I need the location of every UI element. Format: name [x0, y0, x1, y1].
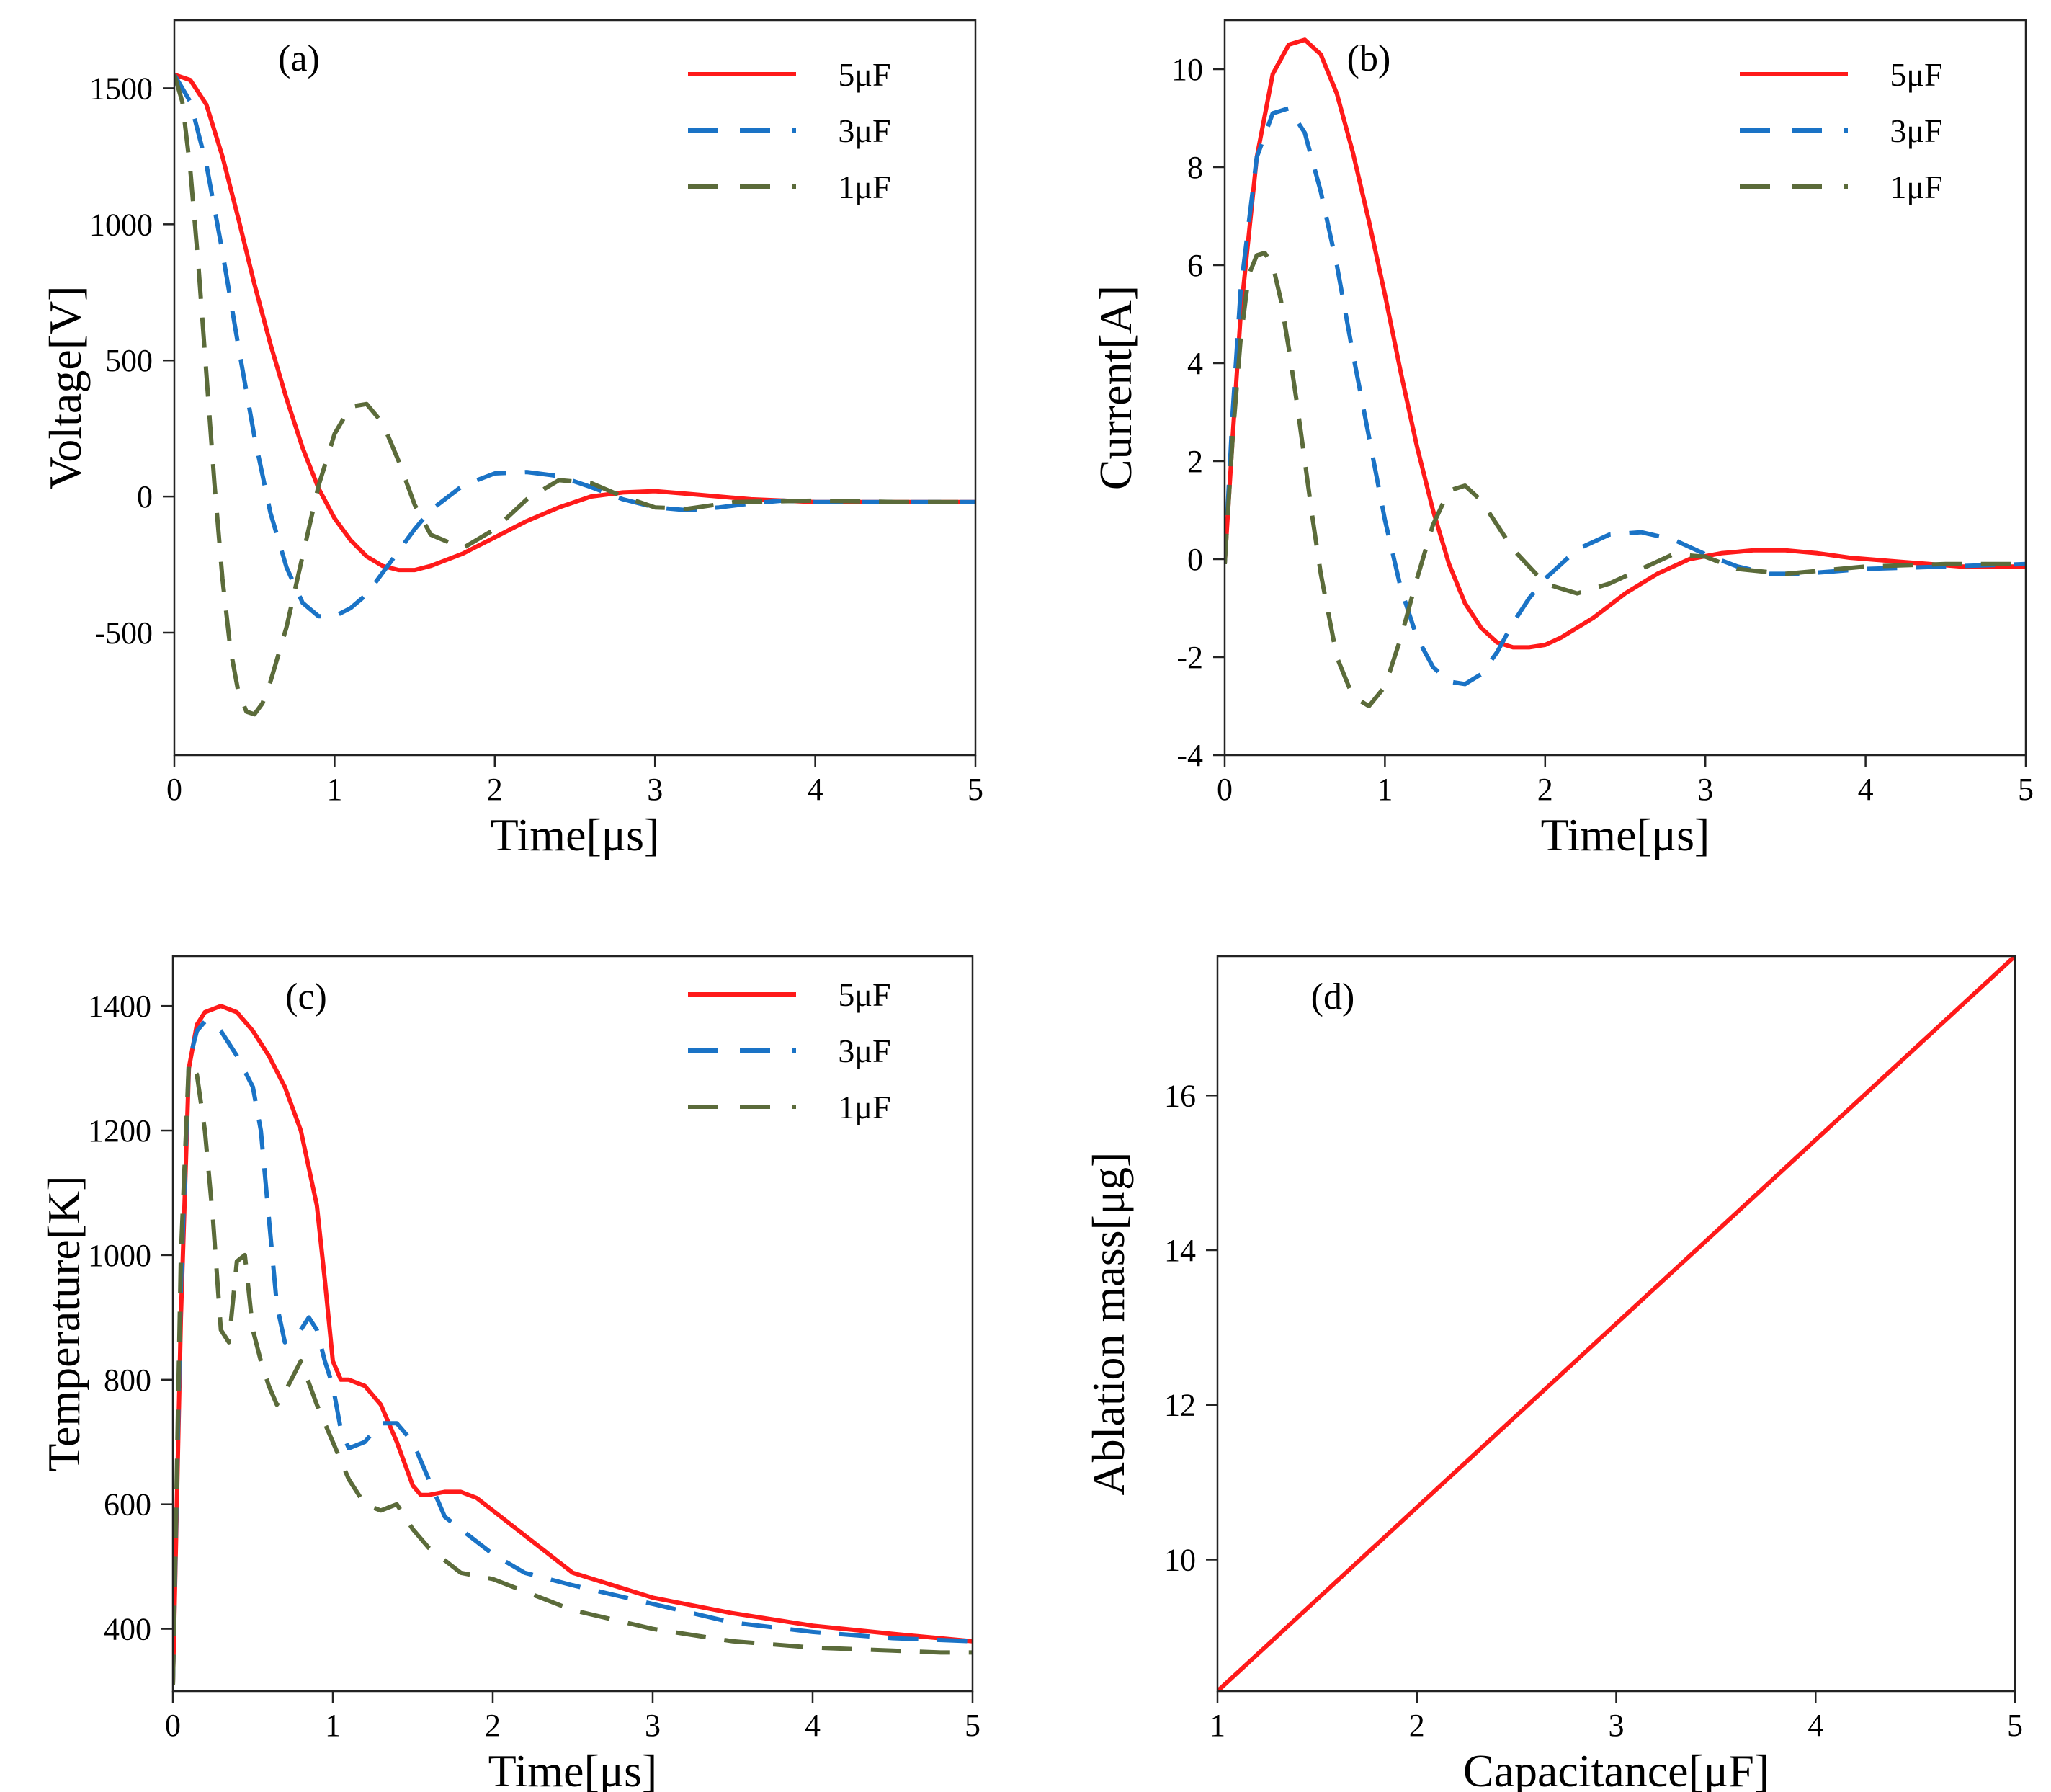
- series-line-5μF: [1225, 37, 2026, 650]
- x-tick-label: 5: [2007, 1708, 2023, 1743]
- x-tick-label: 2: [1409, 1708, 1425, 1743]
- x-axis-title: Capacitance[μF]: [1463, 1745, 1769, 1792]
- x-tick-label: 3: [1609, 1708, 1625, 1743]
- y-tick-label: 10: [1164, 1542, 1196, 1577]
- x-axis-title: Time[μs]: [1541, 809, 1710, 860]
- x-tick-label: 1: [1210, 1708, 1225, 1743]
- legend: 5μF 3μF 1μF: [688, 56, 891, 205]
- y-tick-label: -500: [94, 615, 153, 651]
- series-group: [1225, 37, 2026, 708]
- x-tick-label: 4: [805, 1708, 821, 1743]
- x-tick-label: 2: [487, 772, 503, 807]
- legend-label: 5μF: [838, 56, 890, 93]
- y-tick-label: 1400: [88, 989, 151, 1024]
- x-tick-label: 0: [1217, 772, 1233, 807]
- series-line-1μF: [173, 1059, 973, 1685]
- x-tick-label: 4: [1858, 772, 1874, 807]
- series-line-3μF: [1225, 106, 2026, 687]
- y-tick-label: 400: [104, 1612, 151, 1647]
- y-axis-title: Current[A]: [1090, 285, 1141, 490]
- y-tick-label: 600: [104, 1487, 151, 1523]
- plot-frame: [1223, 19, 2027, 757]
- y-axis-title: Voltage[V]: [40, 285, 91, 489]
- series-group: [1217, 956, 2015, 1691]
- y-tick-label: 12: [1164, 1388, 1196, 1423]
- y-tick-label: 0: [137, 479, 153, 514]
- legend-label: 1μF: [838, 1089, 890, 1125]
- y-tick-label: 14: [1164, 1233, 1196, 1268]
- y-tick-label: 1200: [88, 1113, 151, 1149]
- series-group: [173, 1004, 973, 1685]
- y-tick-label: -2: [1176, 640, 1203, 675]
- panel-label: (a): [278, 38, 320, 79]
- y-axis-title: Temperature[K]: [38, 1175, 89, 1471]
- x-tick-label: 2: [485, 1708, 501, 1743]
- y-tick-label: 6: [1187, 248, 1203, 283]
- x-tick-label: 1: [1377, 772, 1393, 807]
- legend: 5μF 3μF 1μF: [1740, 56, 1943, 205]
- x-tick-label: 0: [165, 1708, 181, 1743]
- y-tick-label: 800: [104, 1363, 151, 1398]
- series-line-5μF: [174, 72, 975, 573]
- y-tick-label: 1500: [89, 71, 153, 106]
- y-tick-label: 4: [1187, 346, 1203, 381]
- legend: 5μF 3μF 1μF: [688, 976, 891, 1125]
- x-axis-title: Time[μs]: [491, 809, 660, 860]
- series-line-Ablation mass: [1217, 956, 2015, 1691]
- x-tick-label: 3: [647, 772, 663, 807]
- x-axis-title: Time[μs]: [488, 1745, 658, 1792]
- x-tick-label: 3: [1697, 772, 1713, 807]
- chart-panel-b: 0 1 2 3 4 5 -4 -2 0 2 4 6 8 10 Time[μs] Current[A] (b) 5μ…: [1090, 19, 2034, 860]
- legend-label: 5μF: [838, 976, 890, 1013]
- y-tick-label: 2: [1187, 444, 1203, 479]
- x-tick-label: 5: [965, 1708, 980, 1743]
- chart-panel-c: 0 1 2 3 4 5 400 600 800 1000 1200 1400 Time[μs] Tempe…: [38, 955, 980, 1792]
- panel-label: (b): [1347, 38, 1391, 79]
- legend-label: 1μF: [838, 169, 890, 205]
- legend-label: 3μF: [838, 112, 890, 149]
- panel-label: (c): [285, 976, 327, 1017]
- x-tick-label: 0: [166, 772, 182, 807]
- y-tick-label: 500: [105, 343, 153, 378]
- y-tick-label: -4: [1176, 738, 1203, 773]
- y-tick-label: 1000: [88, 1238, 151, 1273]
- plot-frame: [173, 19, 977, 757]
- chart-panel-a: 0 1 2 3 4 5 -500 0 500 1000 1500 Time[μs] Voltage[V]…: [40, 19, 983, 860]
- y-tick-label: 0: [1187, 542, 1203, 577]
- x-tick-label: 4: [808, 772, 823, 807]
- legend-label: 3μF: [1890, 112, 1942, 149]
- x-tick-label: 5: [968, 772, 983, 807]
- legend-label: 3μF: [838, 1033, 890, 1069]
- y-axis-title: Ablation mass[μg]: [1083, 1152, 1134, 1496]
- x-tick-label: 1: [325, 1708, 341, 1743]
- x-tick-label: 4: [1808, 1708, 1823, 1743]
- series-line-3μF: [174, 73, 975, 619]
- legend-label: 5μF: [1890, 56, 1942, 93]
- legend-label: 1μF: [1890, 169, 1942, 205]
- series-line-5μF: [173, 1004, 973, 1685]
- plot-frame: [171, 955, 974, 1693]
- series-group: [174, 72, 975, 717]
- y-tick-label: 16: [1164, 1078, 1196, 1113]
- x-tick-label: 2: [1537, 772, 1553, 807]
- y-tick-label: 10: [1171, 52, 1203, 87]
- x-tick-label: 1: [326, 772, 342, 807]
- x-tick-label: 3: [645, 1708, 661, 1743]
- y-tick-label: 8: [1187, 150, 1203, 185]
- panel-label: (d): [1311, 976, 1355, 1017]
- y-tick-label: 1000: [89, 207, 153, 242]
- x-tick-label: 5: [2018, 772, 2034, 807]
- series-line-1μF: [1225, 251, 2026, 708]
